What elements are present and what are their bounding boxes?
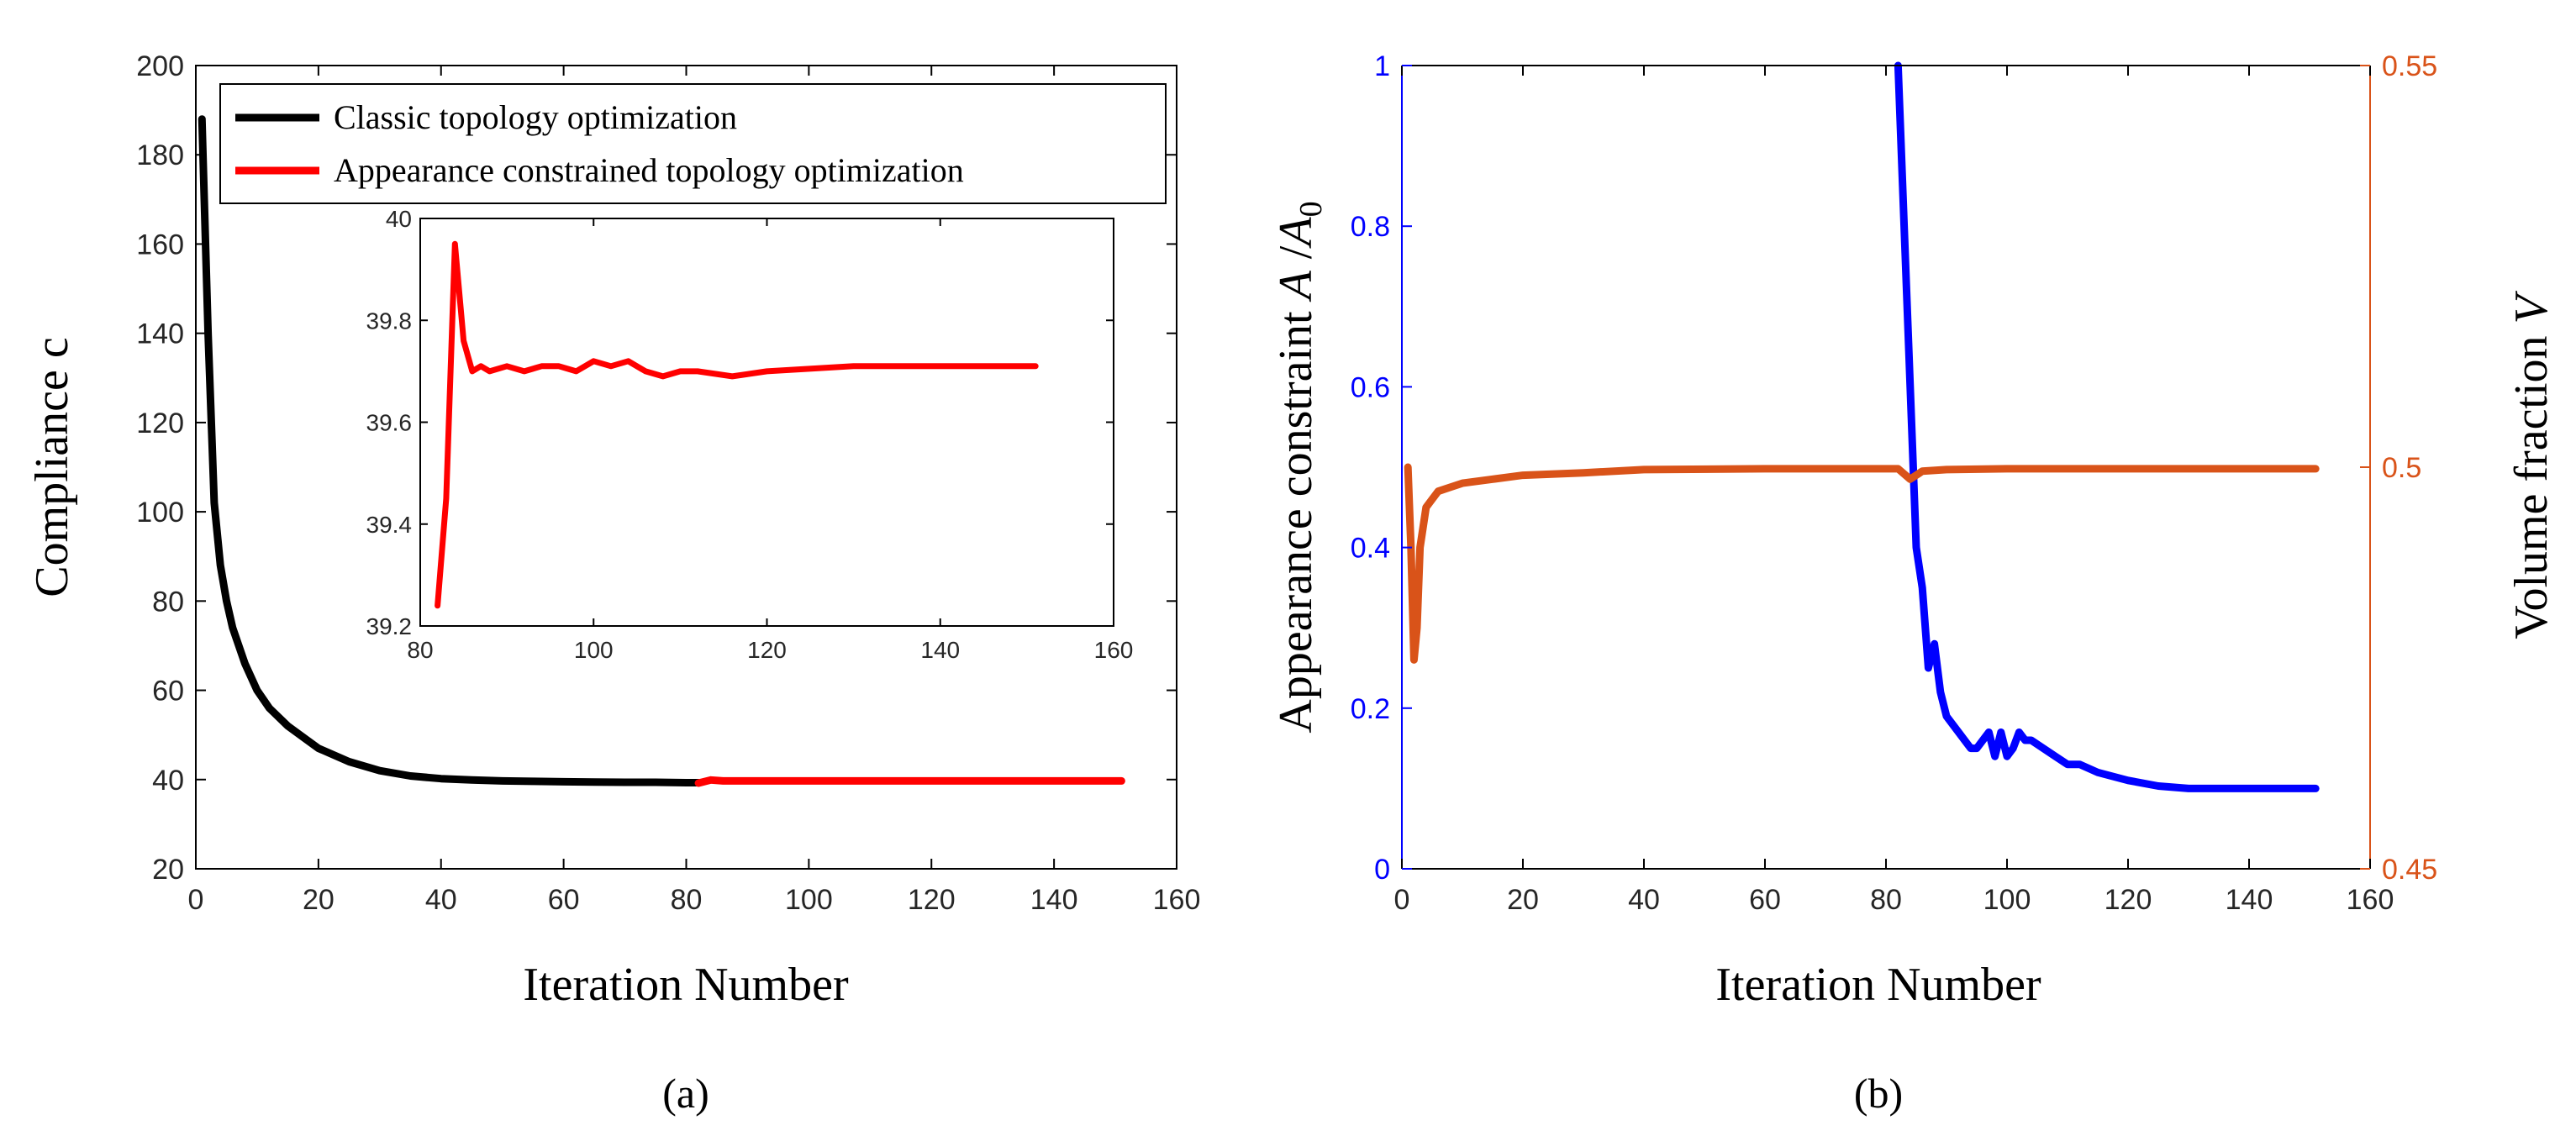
y-tick-label: 180: [136, 139, 184, 171]
x-tick-label: 80: [671, 884, 703, 916]
inset-y-tick-label: 39.6: [366, 410, 413, 436]
inset-y-tick-label: 40: [386, 206, 412, 232]
chart-b-ylabel-left: Appearance constraint A /A0: [1270, 201, 1329, 733]
chart-a-yticks: 20 40 60 80 100 120 140 160 180 200: [136, 50, 1177, 886]
chart-b-yticks-right: 0.45 0.5 0.55: [2360, 50, 2437, 886]
ylabel-left-a: A: [1270, 270, 1322, 302]
chart-a-inset-series: [435, 240, 1039, 609]
y-left-tick-label: 0.6: [1351, 371, 1390, 403]
series-appearance-constraint-line: [1894, 61, 2320, 792]
y-tick-label: 160: [136, 229, 184, 260]
y-right-tick-label: 0.5: [2382, 452, 2421, 484]
y-tick-label: 40: [152, 765, 184, 797]
ylabel-left-a0: A: [1270, 217, 1322, 250]
x-tick-label: 120: [2105, 884, 2152, 916]
y-left-tick-label: 0.8: [1351, 211, 1390, 243]
ylabel-left-subscript: 0: [1293, 201, 1329, 217]
chart-a-inset: 80 100 120 140 160 39.2 39.4 39.6 39.8 40: [366, 206, 1134, 663]
chart-a-caption: (a): [662, 1070, 709, 1117]
x-tick-label: 160: [2347, 884, 2394, 916]
chart-b-xlabel: Iteration Number: [1715, 959, 2041, 1011]
series-classic-line: [198, 115, 703, 786]
legend-label-classic: Classic topology optimization: [334, 98, 737, 136]
ylabel-right-v: V: [2505, 290, 2558, 323]
chart-a-legend-box: [219, 83, 1167, 204]
x-tick-label: 160: [1153, 884, 1201, 916]
inset-y-tick-label: 39.8: [366, 308, 413, 334]
x-tick-label: 40: [425, 884, 457, 916]
chart-b-caption: (b): [1854, 1070, 1903, 1117]
x-tick-label: 140: [1030, 884, 1078, 916]
inset-x-tick-label: 160: [1094, 637, 1134, 663]
y-tick-label: 80: [152, 586, 184, 618]
y-right-tick-label: 0.55: [2382, 50, 2437, 82]
x-tick-label: 80: [1870, 884, 1902, 916]
ylabel-right-text: Volume fraction: [2505, 323, 2558, 639]
inset-x-tick-label: 80: [407, 637, 433, 663]
chart-a-inset-frame: [419, 218, 1114, 627]
chart-a-xlabel: Iteration Number: [523, 959, 849, 1011]
legend-label-appearance: Appearance constrained topology optimiza…: [334, 151, 964, 189]
y-tick-label: 100: [136, 497, 184, 529]
inset-y-tick-label: 39.4: [366, 512, 413, 538]
y-tick-label: 60: [152, 676, 184, 707]
x-tick-label: 100: [785, 884, 833, 916]
inset-x-tick-label: 140: [920, 637, 960, 663]
y-left-tick-label: 0.4: [1351, 533, 1390, 565]
chart-b-yticks-left: 0 0.2 0.4 0.6 0.8 1: [1351, 50, 1412, 886]
x-tick-label: 60: [548, 884, 580, 916]
x-tick-label: 0: [1394, 884, 1410, 916]
y-left-tick-label: 0.2: [1351, 693, 1390, 725]
inset-x-tick-label: 100: [574, 637, 614, 663]
x-tick-label: 100: [1983, 884, 2031, 916]
x-tick-label: 120: [908, 884, 956, 916]
ylabel-left-slash: /: [1270, 245, 1322, 271]
chart-a-inset-xticks: 80 100 120 140 160: [407, 218, 1133, 663]
chart-b-ylabel-right: Volume fraction V: [2505, 290, 2558, 639]
chart-a-series: [198, 115, 1125, 787]
chart-a-xticks: 0 20 40 60 80 100 120 140 160: [188, 66, 1201, 916]
y-right-tick-label: 0.45: [2382, 854, 2437, 886]
x-tick-label: 20: [303, 884, 335, 916]
inset-series-appearance-line: [435, 240, 1039, 609]
x-tick-label: 0: [188, 884, 204, 916]
x-tick-label: 40: [1628, 884, 1660, 916]
chart-a-inset-yticks: 39.2 39.4 39.6 39.8 40: [366, 206, 1114, 639]
x-tick-label: 60: [1749, 884, 1781, 916]
series-volume-fraction-line: [1404, 463, 2320, 664]
x-tick-label: 20: [1507, 884, 1539, 916]
y-left-tick-label: 0: [1374, 854, 1390, 886]
y-tick-label: 200: [136, 50, 184, 82]
inset-y-tick-label: 39.2: [366, 613, 413, 639]
ylabel-left-text: Appearance constraint: [1270, 299, 1322, 733]
series-appearance-line: [694, 776, 1125, 787]
chart-a: 0 20 40 60 80 100 120 140 160 204060801001201401…: [26, 50, 1200, 1117]
chart-b-series: [1404, 61, 2320, 792]
chart-a-legend: Classic topology optimization Appearance…: [219, 83, 1167, 204]
chart-b: 0 20 40 60 80 100 120 140 160 0 0.2 0.4 0.6 0.8 1 0.4…: [1270, 50, 2558, 1117]
y-tick-label: 140: [136, 318, 184, 350]
y-left-tick-label: 1: [1374, 50, 1390, 82]
y-tick-label: 20: [152, 854, 184, 886]
x-tick-label: 140: [2226, 884, 2273, 916]
inset-x-tick-label: 120: [747, 637, 787, 663]
y-tick-label: 120: [136, 408, 184, 439]
chart-b-xticks: 0 20 40 60 80 100 120 140 160: [1394, 66, 2394, 916]
chart-a-ylabel: Compliance c: [26, 337, 78, 597]
